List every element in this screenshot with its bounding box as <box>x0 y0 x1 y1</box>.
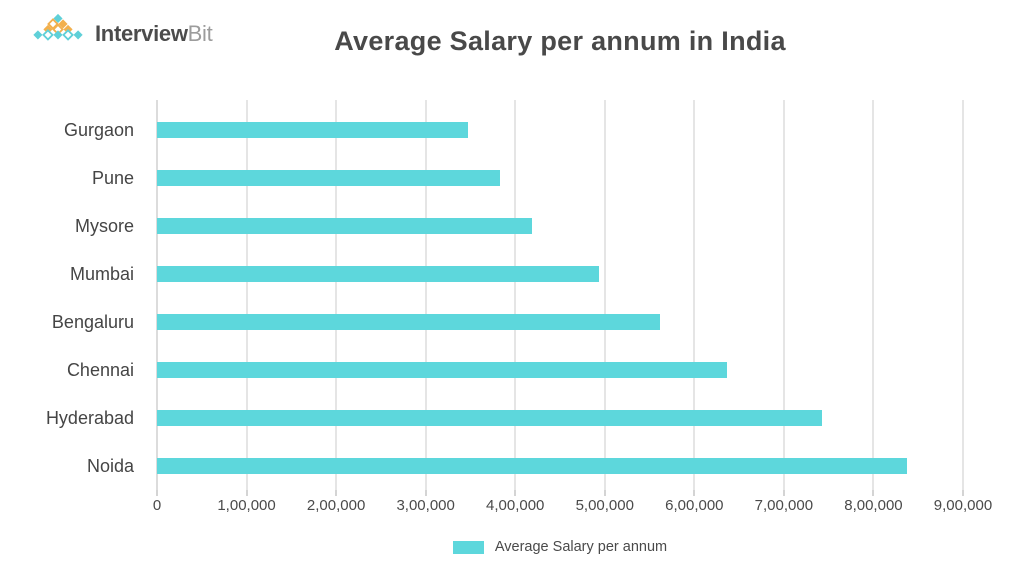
x-axis-tick <box>603 490 606 496</box>
x-axis-label: 2,00,000 <box>306 497 366 514</box>
bar-mysore <box>157 217 533 234</box>
logo-text-interview: Interview <box>95 21 188 46</box>
chart-title: Average Salary per annum in India <box>334 26 786 56</box>
bar-chennai <box>157 362 728 378</box>
y-axis-label: Gurgaon <box>63 119 134 140</box>
x-axis-tick <box>424 490 427 496</box>
x-axis-label: 5,00,000 <box>575 497 634 514</box>
x-axis-label: 0 <box>152 497 162 514</box>
bar-mumbai <box>157 265 599 282</box>
bar-hyderabad <box>157 410 822 427</box>
gridline <box>245 100 248 490</box>
bar-bengaluru <box>157 313 661 330</box>
x-axis-tick <box>514 490 517 496</box>
bar-noida <box>157 458 908 475</box>
x-axis-tick <box>872 490 875 496</box>
x-axis-label: 3,00,000 <box>396 497 455 514</box>
legend-swatch <box>452 540 484 554</box>
bar-gurgaon <box>157 121 468 138</box>
y-axis-label: Pune <box>91 167 134 188</box>
interviewbit-wordmark: InterviewBit <box>95 13 213 55</box>
x-axis-tick <box>782 490 785 496</box>
x-axis-tick <box>335 490 338 496</box>
x-axis-label: 4,00,000 <box>486 497 545 514</box>
gridline <box>962 100 964 490</box>
x-axis-tick <box>156 490 158 496</box>
y-axis-label: Bengaluru <box>51 311 134 332</box>
interviewbit-logo-icon <box>33 13 83 41</box>
x-axis-tick <box>693 490 696 496</box>
gridline <box>424 100 427 490</box>
y-axis-label: Hyderabad <box>45 408 134 429</box>
legend-label: Average Salary per annum <box>494 539 668 555</box>
x-axis-label: 8,00,000 <box>844 497 903 514</box>
x-axis-label: 7,00,000 <box>754 497 814 514</box>
bar-pune <box>157 169 500 186</box>
y-axis-label: Mysore <box>74 215 134 236</box>
y-axis-label: Mumbai <box>69 263 134 284</box>
gridline <box>514 100 517 490</box>
gridline <box>156 100 158 490</box>
x-axis-tick <box>962 490 964 496</box>
plot-area <box>156 100 964 496</box>
x-axis-label: 9,00,000 <box>933 497 993 514</box>
gridline <box>782 100 785 490</box>
logo-text-bit: Bit <box>187 21 213 46</box>
x-axis-tick <box>245 490 248 496</box>
gridline <box>872 100 875 490</box>
gridline <box>335 100 338 490</box>
y-axis-label: Chennai <box>66 360 134 380</box>
x-axis-label: 1,00,000 <box>217 497 276 514</box>
x-axis-label: 6,00,000 <box>665 497 724 514</box>
gridline <box>603 100 606 490</box>
y-axis-label: Noida <box>86 456 134 477</box>
legend: Average Salary per annum <box>157 539 963 555</box>
gridline <box>693 100 696 490</box>
interviewbit-logo: InterviewBit <box>30 13 213 55</box>
